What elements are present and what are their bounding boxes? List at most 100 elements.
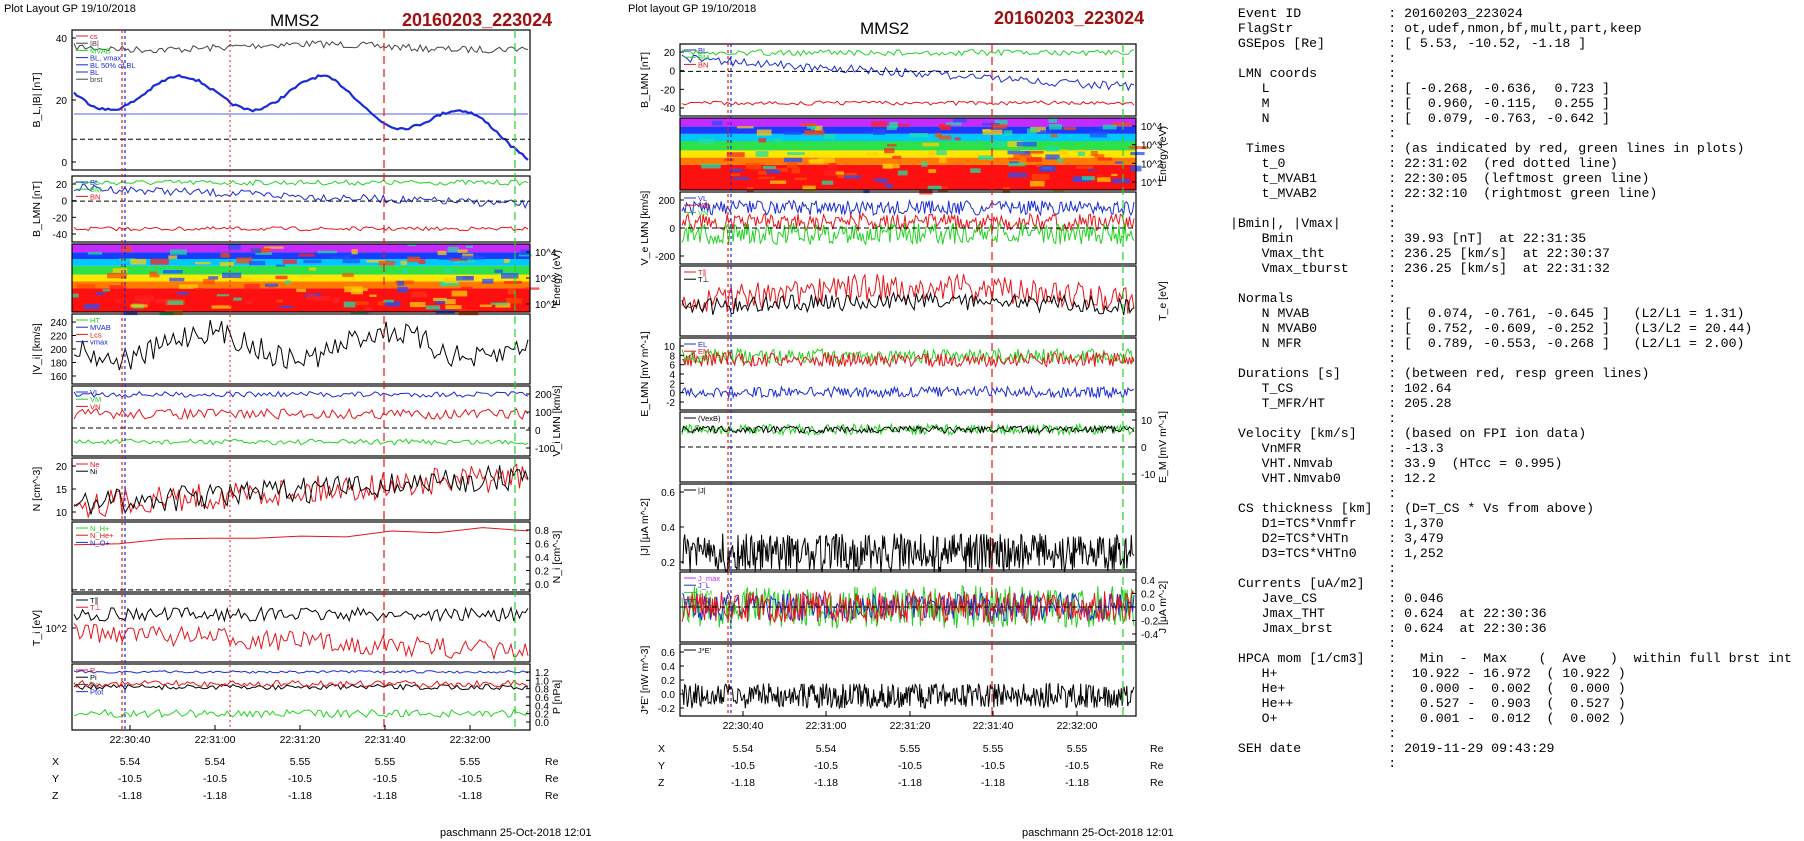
info-line: D2=TCS*VHTn : 3,479 xyxy=(1230,531,1792,546)
spectrogram-speck xyxy=(425,305,441,310)
info-value: : -13.3 xyxy=(1388,441,1444,456)
panel-frame xyxy=(71,175,531,243)
spectrogram-speck xyxy=(1048,118,1058,123)
spectrogram-speck xyxy=(1058,149,1068,155)
spectrogram-speck xyxy=(701,163,721,169)
spectrogram-speck xyxy=(234,277,252,282)
spectrogram-speck xyxy=(451,290,468,297)
trace-EM xyxy=(681,351,1135,369)
trace-EL xyxy=(681,347,1135,365)
spectrogram-band xyxy=(680,118,1136,127)
spectrogram-band xyxy=(72,244,530,253)
spectrogram-speck xyxy=(1113,122,1132,127)
y-tick-label: 0 xyxy=(535,426,541,437)
spectrogram-speck xyxy=(461,286,473,290)
legend-entry: J*E' xyxy=(698,646,712,655)
info-line: : xyxy=(1230,126,1792,141)
spectrogram-speck xyxy=(222,272,242,279)
spectrogram-speck xyxy=(745,163,761,169)
spectrogram-speck xyxy=(411,292,427,298)
spectrogram-speck xyxy=(1115,161,1124,164)
y-tick-label: 1.2 xyxy=(535,668,549,679)
spectrogram-speck xyxy=(821,180,834,185)
info-key: Vmax_tht xyxy=(1230,246,1389,261)
spectrogram-speck xyxy=(844,175,862,179)
spectrogram-speck xyxy=(1016,141,1037,147)
spectrogram-speck xyxy=(726,152,745,158)
spectrogram-speck xyxy=(279,305,293,308)
spectrogram-speck xyxy=(72,293,79,298)
left-position-table: X 5.54 5.54 5.55 5.55 5.55 Re Y -10.5 -10.5 -10.5 -… xyxy=(52,756,559,802)
pos-row-label: Y xyxy=(52,773,59,785)
y-tick-label: 0.0 xyxy=(535,718,549,729)
y-axis-label: T_i [eV] xyxy=(31,610,43,646)
pos-value: 5.55 xyxy=(290,756,311,768)
info-key: He+ xyxy=(1230,681,1389,696)
info-key: N xyxy=(1230,111,1389,126)
spectrogram-speck xyxy=(443,268,454,273)
legend-entry: |J| xyxy=(698,486,706,495)
info-line: t_0 : 22:31:02 (red dotted line) xyxy=(1230,156,1792,171)
legend-entry: J_N xyxy=(698,596,711,605)
info-value: : 236.25 [km/s] at 22:31:32 xyxy=(1388,261,1610,276)
pos-value: -10.5 xyxy=(981,760,1005,772)
spectrogram-speck xyxy=(352,288,368,291)
y-tick-label: -20 xyxy=(661,85,676,96)
spectrogram-band xyxy=(680,141,1136,151)
spectrogram-speck xyxy=(990,141,1006,147)
time-tick-label: 22:30:40 xyxy=(723,720,764,732)
y-tick-label: 0 xyxy=(669,67,675,78)
info-value: : 0.624 at 22:30:36 xyxy=(1388,621,1547,636)
info-value: : (based on FPI ion data) xyxy=(1388,426,1587,441)
y-tick-label: -0.4 xyxy=(1141,630,1159,641)
time-tick-label: 22:31:40 xyxy=(973,720,1014,732)
spectrogram-speck xyxy=(783,157,803,163)
spectrogram-speck xyxy=(520,249,530,256)
y-tick-label: 4 xyxy=(669,370,675,381)
spectrogram-speck xyxy=(130,304,148,308)
spectrogram-speck xyxy=(476,256,485,260)
info-key: O+ xyxy=(1230,711,1389,726)
spectrogram-speck xyxy=(456,276,474,281)
spectrogram-speck xyxy=(824,170,844,176)
info-line: L : [ -0.268, -0.636, 0.723 ] xyxy=(1230,81,1792,96)
y-tick-label: 180 xyxy=(50,359,67,370)
y-tick-label: 2 xyxy=(669,379,675,390)
pos-value: 5.55 xyxy=(1067,743,1088,755)
spectrogram-speck xyxy=(123,310,138,316)
spectrogram-speck xyxy=(1008,157,1021,160)
right-spacecraft: MMS2 xyxy=(860,19,909,38)
info-line: t_MVAB1 : 22:30:05 (leftmost green line) xyxy=(1230,171,1792,186)
spectrogram-speck xyxy=(77,284,96,289)
spectrogram-speck xyxy=(169,277,185,282)
spectrogram-speck xyxy=(897,170,908,176)
spectrogram-speck xyxy=(179,284,199,289)
info-line: N : [ 0.079, -0.763, -0.642 ] xyxy=(1230,111,1792,126)
panel-frame xyxy=(71,313,531,385)
y-axis-label: |V_i| [km/s] xyxy=(31,323,43,375)
trace-VeL xyxy=(681,198,1135,217)
spectrogram-speck xyxy=(1008,172,1027,178)
y-tick-label: -20 xyxy=(53,213,68,224)
info-value: : 0.001 - 0.012 ( 0.002 ) xyxy=(1388,711,1626,726)
info-line: He++ : 0.527 - 0.903 ( 0.527 ) xyxy=(1230,696,1792,711)
legend-entry: VM xyxy=(90,395,101,404)
right-axis-label: J [μA m^-2] xyxy=(1157,581,1169,633)
spectrogram-speck xyxy=(1013,154,1032,158)
spectrogram-speck xyxy=(494,269,503,273)
info-line: Velocity [km/s] : (based on FPI ion data… xyxy=(1230,426,1792,441)
info-value: : Min - Max ( Ave ) within full brst int xyxy=(1388,651,1792,666)
panel-frame xyxy=(679,265,1137,337)
trace-BN xyxy=(73,226,529,232)
spectrogram-speck xyxy=(284,280,291,285)
info-line: Normals : xyxy=(1230,291,1792,306)
time-tick-label: 22:31:20 xyxy=(280,734,321,746)
info-value: : 33.9 (HTcc = 0.995) xyxy=(1388,456,1563,471)
y-tick-label: 0 xyxy=(669,224,675,235)
panel-4: T_e [eV] T∥T⊥ xyxy=(679,265,1169,337)
spectrogram-speck xyxy=(1027,128,1037,134)
spectrogram-speck xyxy=(479,304,492,308)
